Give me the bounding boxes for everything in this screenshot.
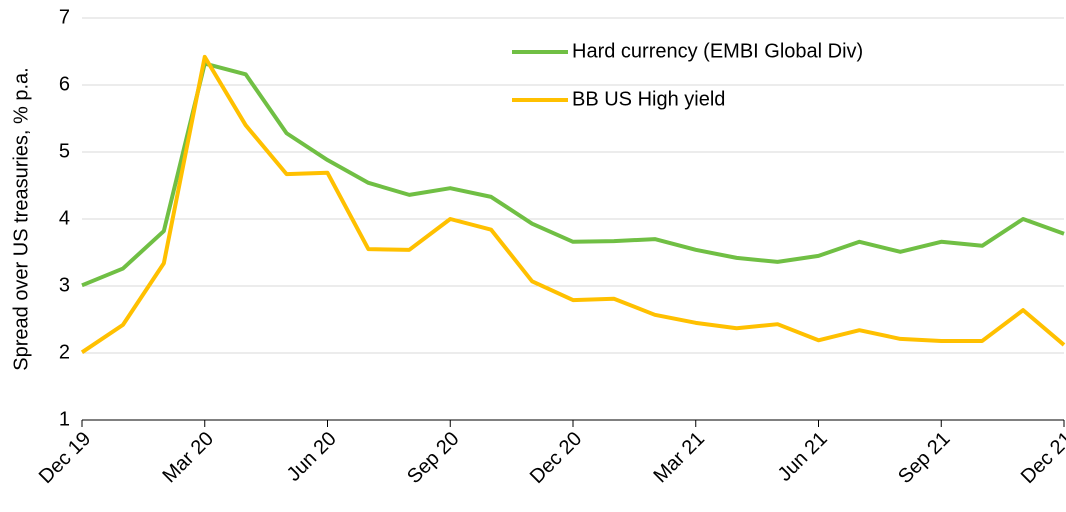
y-tick-label: 6 (59, 73, 70, 95)
y-tick-label: 1 (59, 408, 70, 430)
x-tick-label: Jun 21 (774, 428, 832, 486)
x-tick-label: Dec 19 (35, 428, 95, 488)
legend-label: BB US High yield (572, 88, 725, 110)
y-tick-label: 5 (59, 140, 70, 162)
y-tick-label: 3 (59, 274, 70, 296)
x-tick-label: Dec 20 (526, 428, 586, 488)
y-axis-label: Spread over US treasuries, % p.a. (10, 67, 32, 370)
line-series (81, 61, 1065, 288)
x-tick-label: Sep 21 (894, 428, 954, 488)
y-tick-label: 2 (59, 341, 70, 363)
x-tick-label: Dec 21 (1017, 428, 1066, 488)
legend-label: Hard currency (EMBI Global Div) (572, 40, 863, 62)
x-tick-label: Jun 20 (283, 428, 341, 486)
x-tick-label: Mar 21 (649, 428, 709, 488)
line-series (80, 54, 1066, 354)
y-tick-label: 7 (59, 6, 70, 28)
x-tick-label: Mar 20 (158, 428, 218, 488)
y-tick-label: 4 (59, 207, 70, 229)
x-tick-label: Sep 20 (403, 428, 463, 488)
